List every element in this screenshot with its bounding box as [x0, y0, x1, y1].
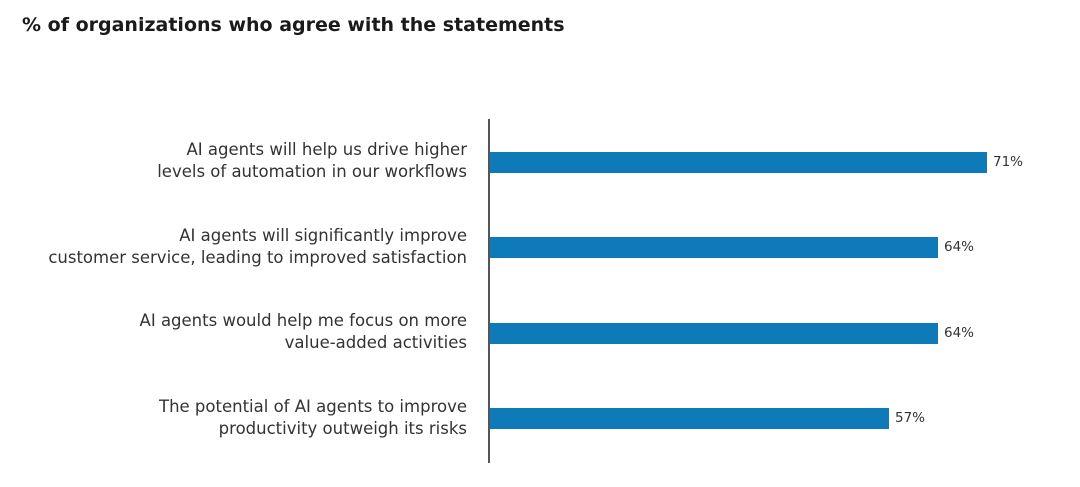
category-label-4-line-2: productivity outweigh its risks	[218, 419, 467, 438]
category-label-3: AI agents would help me focus on more va…	[7, 310, 467, 354]
category-label-2-line-1: AI agents will significantly improve	[179, 226, 467, 245]
y-axis-line	[488, 119, 490, 463]
chart-title: % of organizations who agree with the st…	[22, 14, 565, 36]
category-label-2-line-2: customer service, leading to improved sa…	[48, 248, 467, 267]
category-label-4-line-1: The potential of AI agents to improve	[159, 397, 467, 416]
category-label-1-line-1: AI agents will help us drive higher	[186, 140, 467, 159]
bar-value-added	[490, 323, 938, 344]
value-label-automation: 71%	[993, 154, 1024, 170]
value-label-productivity: 57%	[895, 410, 926, 426]
category-label-3-line-2: value-added activities	[284, 333, 467, 352]
value-label-customer-service: 64%	[944, 239, 975, 255]
category-label-2: AI agents will significantly improve cus…	[7, 225, 467, 269]
bar-customer-service	[490, 237, 938, 258]
category-label-3-line-1: AI agents would help me focus on more	[139, 311, 467, 330]
category-label-1: AI agents will help us drive higher leve…	[7, 139, 467, 183]
bar-productivity	[490, 408, 889, 429]
bar-automation	[490, 152, 987, 173]
category-label-1-line-2: levels of automation in our workflows	[157, 162, 467, 181]
value-label-value-added: 64%	[944, 325, 975, 341]
category-label-4: The potential of AI agents to improve pr…	[7, 396, 467, 440]
